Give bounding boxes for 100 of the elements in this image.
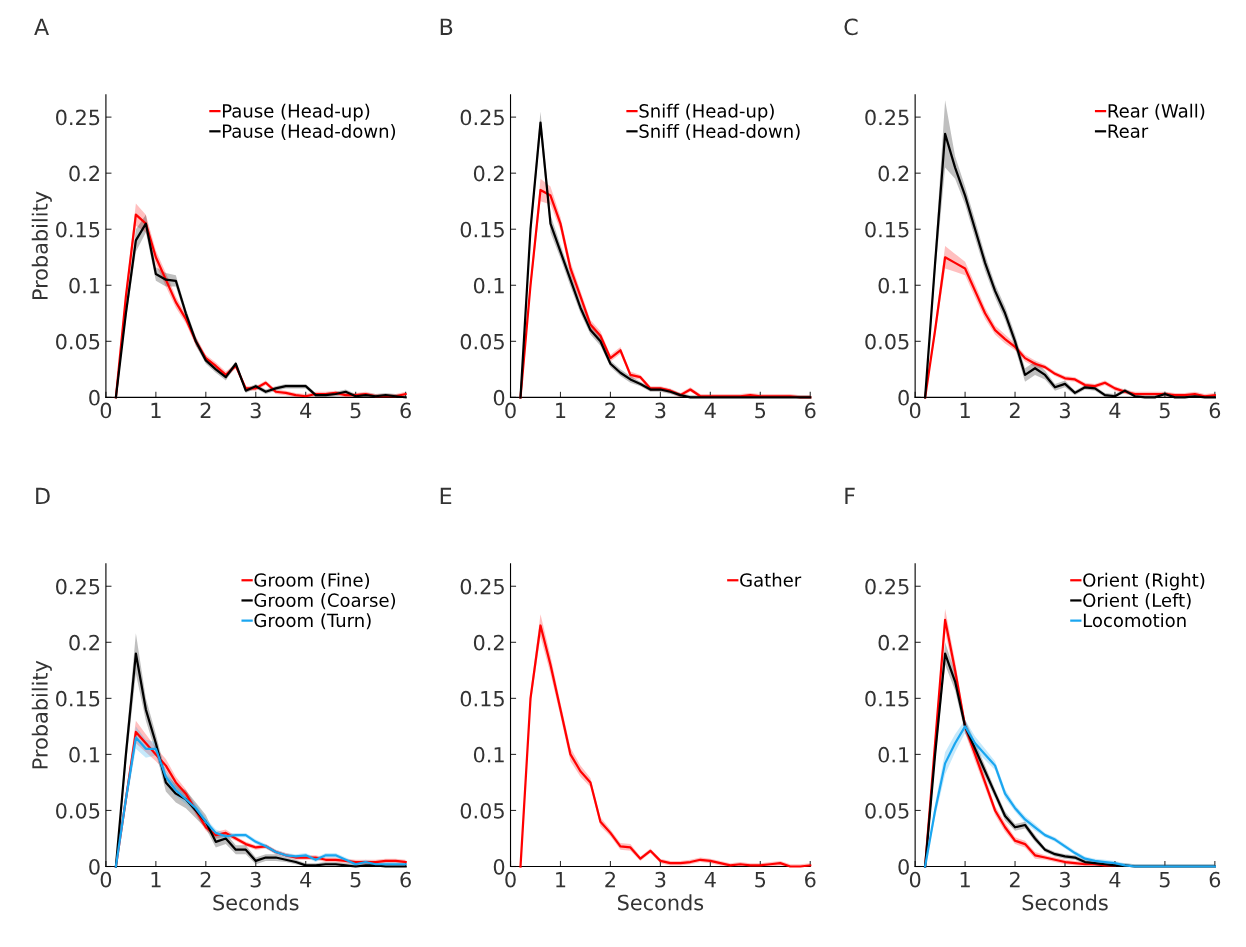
y-tick-label: 0.1 bbox=[69, 277, 100, 294]
x-tick-label: 1 bbox=[556, 872, 566, 888]
chart-title: D bbox=[36, 487, 50, 505]
x-axis-title: Seconds bbox=[1022, 894, 1108, 911]
y-tick-label: 0.2 bbox=[473, 634, 504, 651]
x-tick-label: 5 bbox=[755, 402, 766, 419]
x-tick-label: 1 bbox=[960, 402, 970, 419]
chart-title: F bbox=[845, 487, 855, 505]
y-tick-label: 0 bbox=[898, 389, 909, 406]
chart-title: E bbox=[440, 487, 452, 505]
legend-label: Groom (Fine) bbox=[254, 572, 370, 589]
y-tick-label: 0.1 bbox=[878, 277, 909, 294]
y-tick-label: 0.1 bbox=[69, 746, 100, 763]
x-tick-label: 6 bbox=[400, 402, 411, 419]
y-tick-label: 0.15 bbox=[865, 221, 909, 238]
y-tick-label: 0.2 bbox=[473, 165, 504, 182]
y-tick-label: 0.15 bbox=[460, 690, 504, 707]
y-tick-label: 0.2 bbox=[69, 634, 99, 651]
legend-label: Rear (Wall) bbox=[1108, 103, 1205, 120]
y-tick-label: 0.1 bbox=[878, 746, 909, 763]
x-tick-label: 2 bbox=[1009, 402, 1020, 419]
x-tick-label: 2 bbox=[605, 871, 615, 888]
y-tick-label: 0.05 bbox=[460, 802, 504, 819]
x-tick-label: 3 bbox=[655, 402, 666, 419]
y-tick-label: 0.05 bbox=[56, 333, 100, 350]
y-tick-label: 0.2 bbox=[878, 165, 909, 182]
x-tick-label: 1 bbox=[151, 402, 161, 419]
y-axis-title: Probability bbox=[31, 191, 52, 300]
x-tick-label: 0 bbox=[909, 871, 921, 888]
y-tick-label: 0 bbox=[89, 389, 100, 406]
legend-label: Sniff (Head-down) bbox=[639, 123, 800, 141]
legend-label: Groom (Coarse) bbox=[254, 593, 396, 610]
x-tick-label: 3 bbox=[1059, 871, 1070, 888]
x-tick-label: 5 bbox=[350, 872, 361, 888]
y-tick-label: 0.25 bbox=[865, 109, 909, 126]
y-tick-label: 0.25 bbox=[460, 578, 504, 595]
x-tick-label: 4 bbox=[1109, 402, 1121, 419]
y-tick-label: 0 bbox=[493, 389, 505, 406]
x-tick-label: 6 bbox=[805, 402, 816, 419]
y-tick-label: 0.25 bbox=[56, 109, 100, 126]
y-tick-label: 0.1 bbox=[473, 277, 504, 294]
y-tick-label: 0.25 bbox=[460, 109, 504, 126]
x-tick-label: 6 bbox=[805, 871, 816, 888]
x-tick-label: 1 bbox=[151, 872, 161, 888]
legend-label: Locomotion bbox=[1083, 613, 1186, 628]
x-tick-label: 6 bbox=[1209, 402, 1221, 419]
x-tick-label: 2 bbox=[605, 402, 615, 419]
x-tick-label: 0 bbox=[100, 871, 112, 888]
y-tick-label: 0 bbox=[89, 858, 100, 875]
x-tick-label: 1 bbox=[556, 402, 566, 419]
x-tick-label: 6 bbox=[400, 871, 411, 888]
x-tick-label: 3 bbox=[250, 871, 261, 888]
x-tick-label: 0 bbox=[505, 871, 516, 888]
x-tick-label: 4 bbox=[704, 872, 716, 888]
y-tick-label: 0.05 bbox=[865, 802, 909, 819]
y-tick-label: 0.15 bbox=[460, 221, 504, 238]
x-tick-label: 3 bbox=[655, 871, 666, 888]
x-axis-title: Seconds bbox=[213, 894, 299, 911]
legend-label: Pause (Head-up) bbox=[222, 103, 370, 122]
x-tick-label: 4 bbox=[1109, 872, 1121, 888]
x-tick-label: 5 bbox=[1159, 402, 1170, 419]
y-tick-label: 0.05 bbox=[865, 333, 909, 350]
x-tick-label: 5 bbox=[755, 872, 766, 888]
y-tick-label: 0.25 bbox=[865, 578, 909, 595]
x-tick-label: 3 bbox=[1059, 402, 1070, 419]
y-tick-label: 0 bbox=[493, 858, 505, 875]
chart-title: A bbox=[34, 18, 49, 35]
x-tick-label: 3 bbox=[250, 402, 261, 419]
y-tick-label: 0.15 bbox=[865, 690, 909, 707]
legend-label: Groom (Turn) bbox=[254, 613, 371, 630]
x-tick-label: 0 bbox=[505, 402, 516, 419]
y-tick-label: 0 bbox=[898, 858, 909, 875]
legend-label: Orient (Left) bbox=[1083, 593, 1191, 610]
y-tick-label: 0.2 bbox=[878, 634, 909, 651]
y-tick-label: 0.2 bbox=[69, 165, 99, 182]
x-tick-label: 4 bbox=[300, 402, 312, 419]
x-tick-label: 2 bbox=[1009, 871, 1020, 888]
chart-title: C bbox=[844, 18, 858, 36]
x-tick-label: 0 bbox=[100, 402, 112, 419]
x-axis-title: Seconds bbox=[617, 894, 704, 911]
x-tick-label: 2 bbox=[200, 871, 211, 888]
legend-label: Rear bbox=[1108, 124, 1149, 138]
y-tick-label: 0.05 bbox=[460, 333, 504, 350]
legend-label: Gather bbox=[740, 572, 802, 587]
x-tick-label: 1 bbox=[960, 872, 970, 888]
x-tick-label: 5 bbox=[350, 402, 361, 419]
x-tick-label: 4 bbox=[300, 872, 312, 888]
y-tick-label: 0.15 bbox=[56, 221, 100, 238]
y-tick-label: 0.1 bbox=[473, 746, 504, 763]
y-tick-label: 0.15 bbox=[56, 690, 100, 707]
x-tick-label: 6 bbox=[1209, 871, 1221, 888]
legend-label: Pause (Head-down) bbox=[222, 123, 396, 141]
y-tick-label: 0.25 bbox=[56, 578, 100, 595]
y-axis-title: Probability bbox=[31, 660, 52, 769]
x-tick-label: 0 bbox=[909, 402, 921, 419]
x-tick-label: 4 bbox=[704, 402, 716, 419]
legend-label: Orient (Right) bbox=[1083, 572, 1205, 591]
x-tick-label: 2 bbox=[200, 402, 211, 419]
y-tick-label: 0.05 bbox=[56, 802, 100, 819]
legend-label: Sniff (Head-up) bbox=[639, 103, 774, 122]
